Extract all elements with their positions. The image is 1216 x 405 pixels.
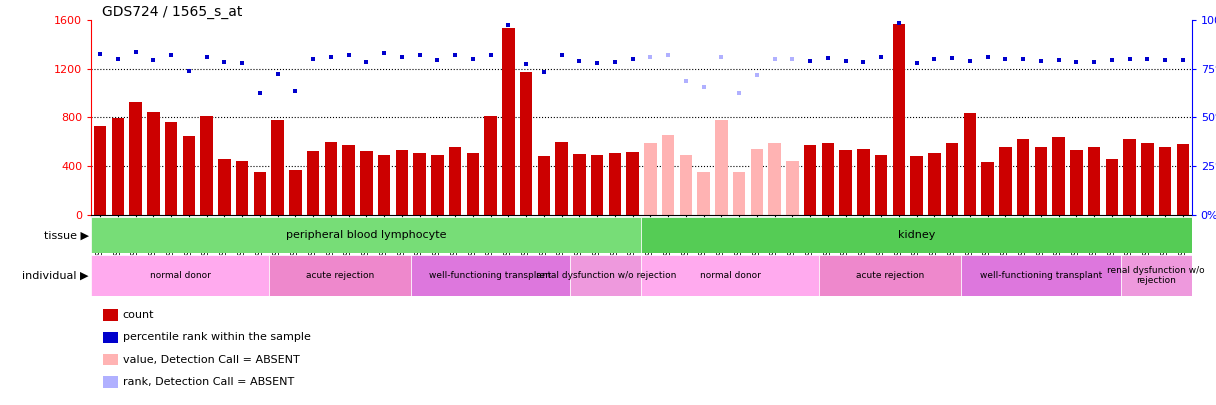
Bar bbox=[644, 143, 657, 215]
Bar bbox=[129, 102, 142, 215]
Bar bbox=[804, 145, 816, 215]
Bar bbox=[946, 143, 958, 215]
Bar bbox=[680, 155, 692, 215]
Bar bbox=[1105, 159, 1118, 215]
Bar bbox=[1124, 139, 1136, 215]
Bar bbox=[573, 154, 586, 215]
Text: acute rejection: acute rejection bbox=[856, 271, 924, 280]
Bar bbox=[591, 155, 603, 215]
Bar bbox=[502, 28, 514, 215]
Bar bbox=[395, 150, 409, 215]
Bar bbox=[626, 152, 638, 215]
Bar bbox=[254, 172, 266, 215]
Bar bbox=[697, 172, 710, 215]
Bar bbox=[786, 161, 799, 215]
Bar bbox=[271, 121, 283, 215]
Text: individual ▶: individual ▶ bbox=[22, 271, 89, 280]
Text: peripheral blood lymphocyte: peripheral blood lymphocyte bbox=[286, 230, 446, 240]
Text: renal dysfunction w/o
rejection: renal dysfunction w/o rejection bbox=[1108, 266, 1205, 285]
Bar bbox=[306, 151, 320, 215]
Bar bbox=[1052, 137, 1065, 215]
Bar bbox=[733, 172, 745, 215]
Bar bbox=[165, 122, 178, 215]
Text: value, Detection Call = ABSENT: value, Detection Call = ABSENT bbox=[123, 355, 299, 364]
Text: normal donor: normal donor bbox=[150, 271, 210, 280]
Bar bbox=[343, 145, 355, 215]
Bar bbox=[1035, 147, 1047, 215]
Bar bbox=[1121, 255, 1192, 296]
Bar bbox=[1141, 143, 1154, 215]
Bar bbox=[874, 155, 888, 215]
Bar bbox=[289, 170, 302, 215]
Bar bbox=[236, 161, 248, 215]
Bar bbox=[822, 143, 834, 215]
Text: well-functioning transplant: well-functioning transplant bbox=[980, 271, 1102, 280]
Text: count: count bbox=[123, 310, 154, 320]
Bar bbox=[91, 255, 269, 296]
Bar bbox=[537, 156, 550, 215]
Bar bbox=[928, 153, 940, 215]
Bar bbox=[750, 149, 762, 215]
Bar bbox=[769, 143, 781, 215]
Bar bbox=[94, 126, 106, 215]
Bar bbox=[839, 150, 851, 215]
Bar bbox=[642, 217, 1192, 253]
Bar bbox=[1000, 147, 1012, 215]
Bar bbox=[857, 149, 869, 215]
Bar bbox=[520, 72, 533, 215]
Bar bbox=[961, 255, 1121, 296]
Text: kidney: kidney bbox=[897, 230, 935, 240]
Text: percentile rank within the sample: percentile rank within the sample bbox=[123, 333, 311, 342]
Bar bbox=[1177, 144, 1189, 215]
Bar bbox=[411, 255, 570, 296]
Bar bbox=[201, 116, 213, 215]
Text: GDS724 / 1565_s_at: GDS724 / 1565_s_at bbox=[102, 5, 242, 19]
Bar bbox=[570, 255, 642, 296]
Bar bbox=[432, 155, 444, 215]
Bar bbox=[269, 255, 411, 296]
Bar bbox=[1070, 150, 1082, 215]
Bar bbox=[981, 162, 993, 215]
Bar bbox=[1159, 147, 1171, 215]
Text: tissue ▶: tissue ▶ bbox=[44, 230, 89, 240]
Text: rank, Detection Call = ABSENT: rank, Detection Call = ABSENT bbox=[123, 377, 294, 387]
Bar bbox=[91, 217, 642, 253]
Bar bbox=[218, 159, 231, 215]
Text: well-functioning transplant: well-functioning transplant bbox=[429, 271, 552, 280]
Bar bbox=[467, 153, 479, 215]
Bar bbox=[360, 151, 372, 215]
Bar bbox=[818, 255, 961, 296]
Bar bbox=[893, 24, 905, 215]
Bar bbox=[963, 113, 976, 215]
Bar bbox=[112, 118, 124, 215]
Bar bbox=[556, 142, 568, 215]
Bar bbox=[484, 116, 497, 215]
Text: renal dysfunction w/o rejection: renal dysfunction w/o rejection bbox=[536, 271, 676, 280]
Bar bbox=[1017, 139, 1029, 215]
Bar bbox=[413, 153, 426, 215]
Bar bbox=[449, 147, 461, 215]
Bar bbox=[715, 120, 727, 215]
Bar bbox=[608, 153, 621, 215]
Bar bbox=[662, 135, 675, 215]
Bar bbox=[182, 136, 195, 215]
Text: normal donor: normal donor bbox=[699, 271, 761, 280]
Text: acute rejection: acute rejection bbox=[305, 271, 373, 280]
Bar bbox=[378, 155, 390, 215]
Bar bbox=[1088, 147, 1100, 215]
Bar bbox=[325, 142, 337, 215]
Bar bbox=[911, 156, 923, 215]
Bar bbox=[147, 112, 159, 215]
Bar bbox=[642, 255, 818, 296]
